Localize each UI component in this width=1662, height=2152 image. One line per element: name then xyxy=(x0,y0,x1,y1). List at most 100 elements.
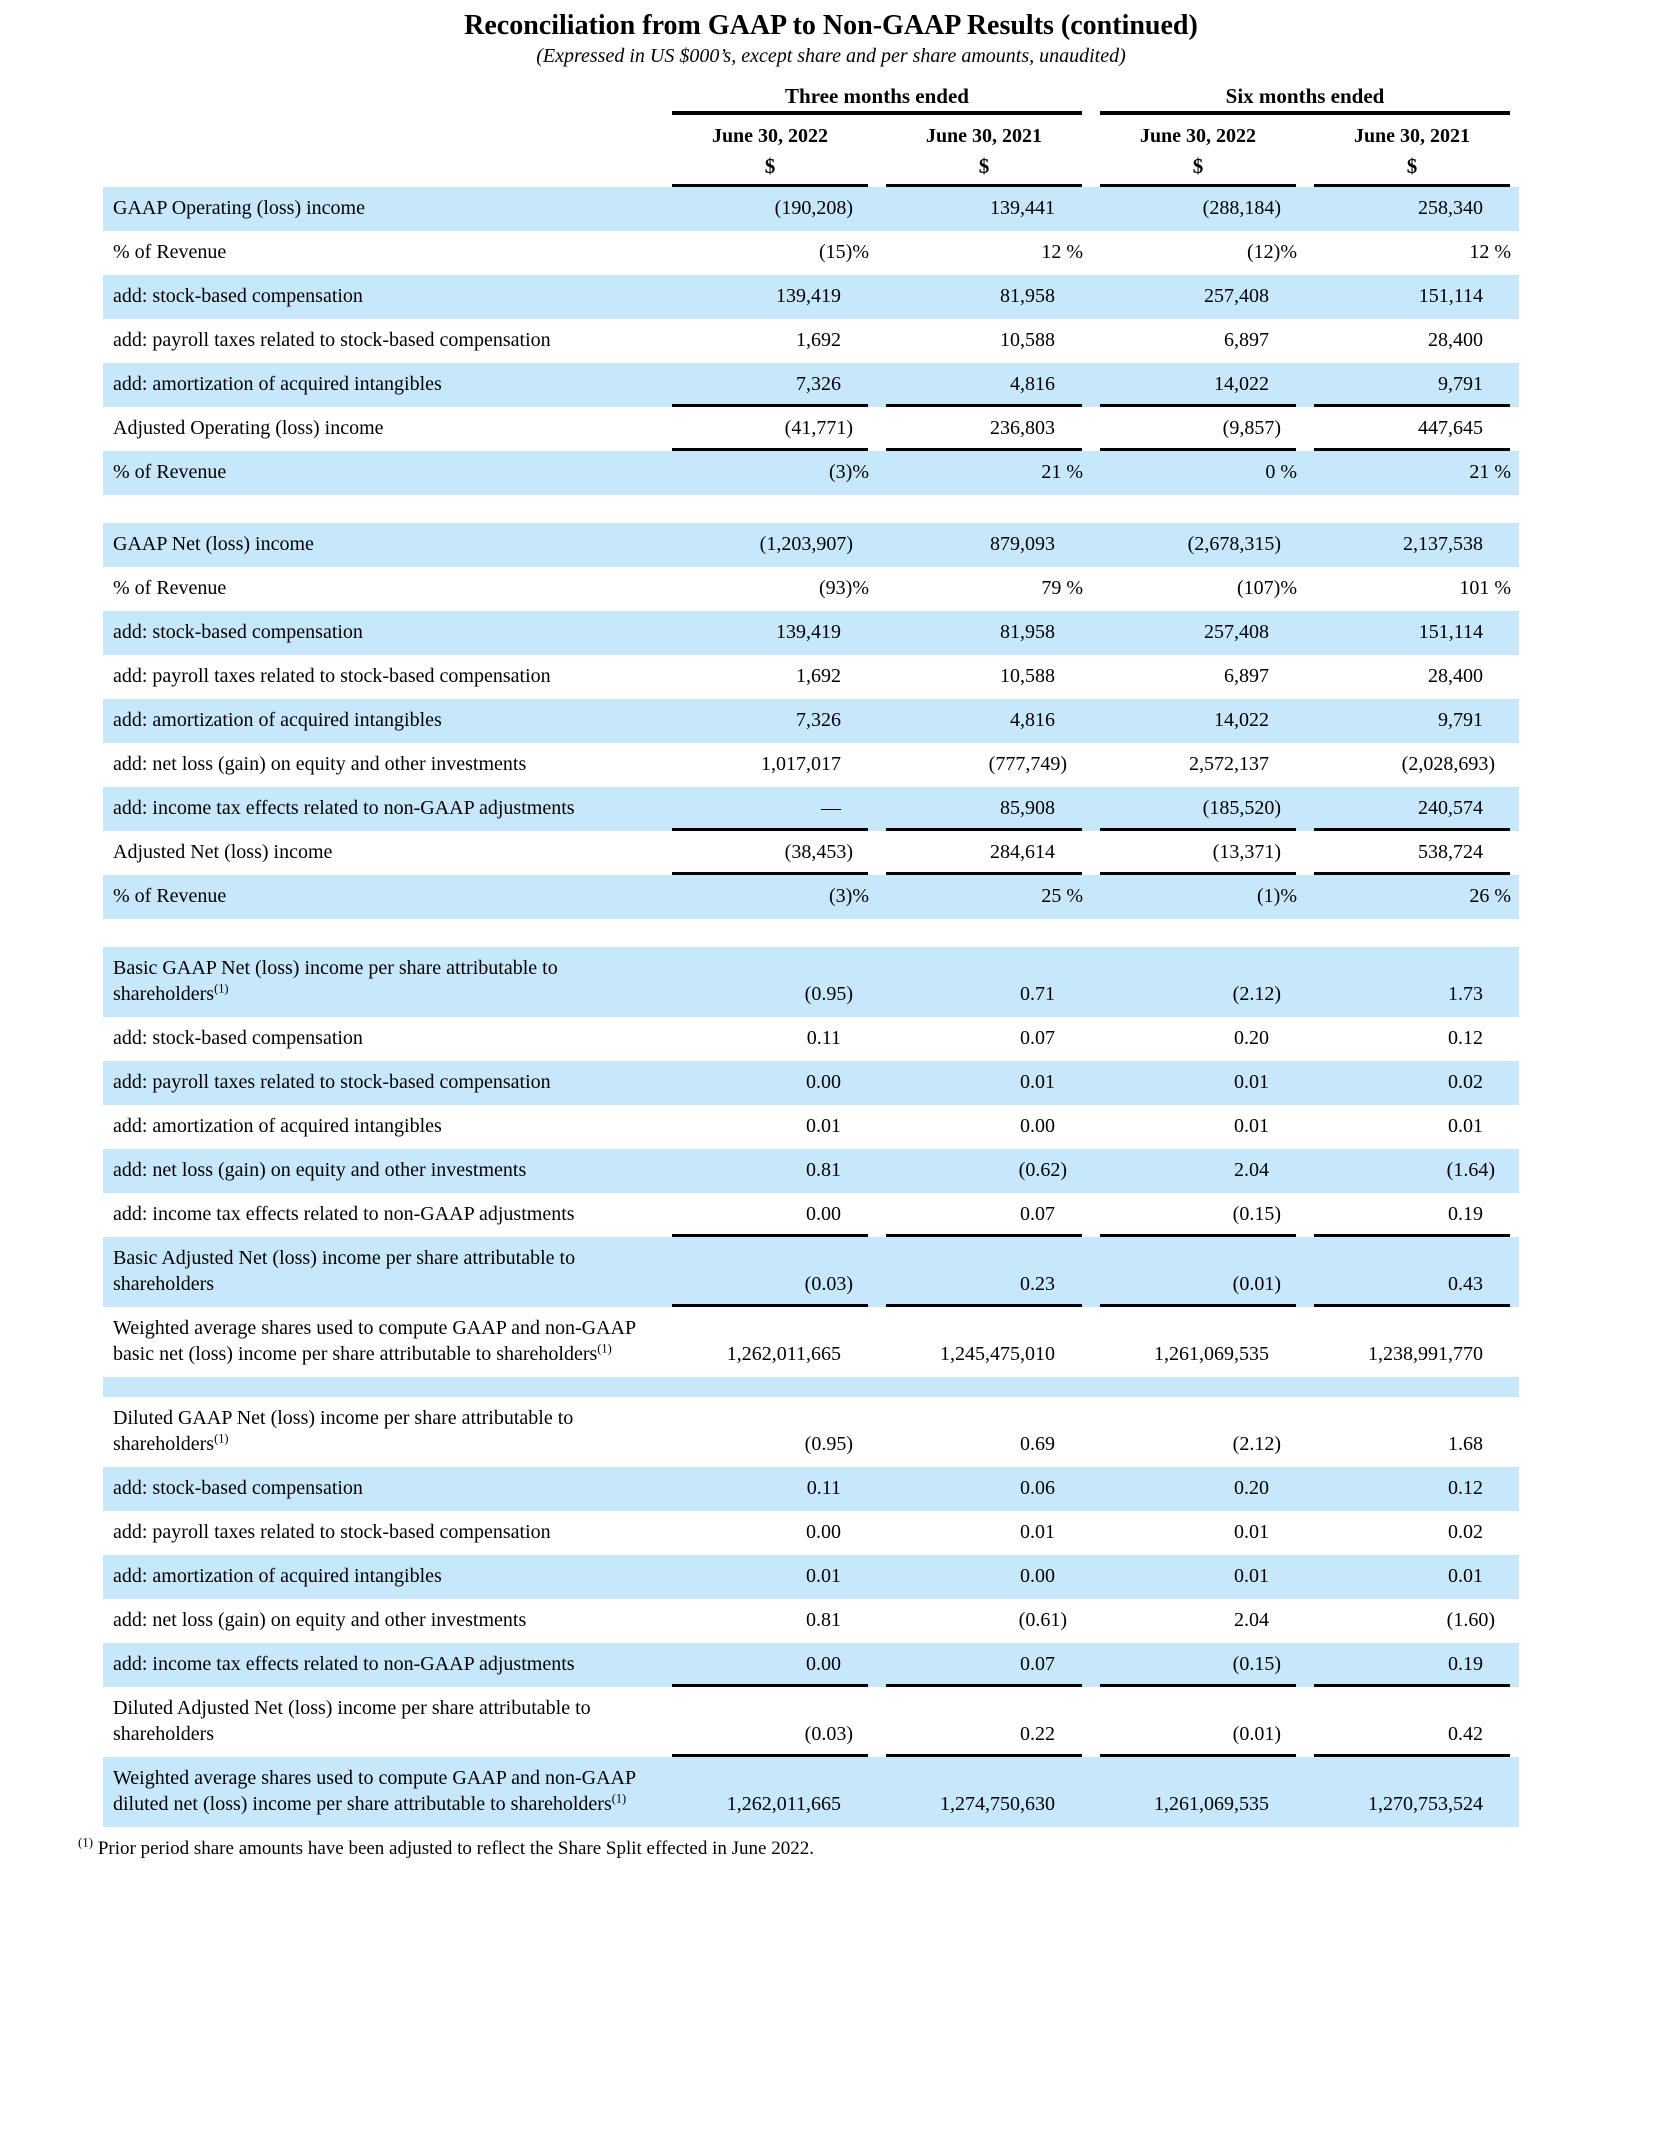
cell-value: 28,400 xyxy=(1428,329,1483,351)
table-row: add: income tax effects related to non-G… xyxy=(103,1643,1519,1687)
cell-value: 0.11 xyxy=(806,1027,841,1049)
table-row: Diluted GAAP Net (loss) income per share… xyxy=(103,1397,1519,1467)
cell-value: 1,692 xyxy=(796,665,841,687)
cell-value: 2,572,137 xyxy=(1189,753,1269,775)
section-gap-cell xyxy=(103,495,1519,523)
cell-value: (1.60) xyxy=(1446,1609,1495,1631)
row-label: add: amortization of acquired intangible… xyxy=(113,373,442,395)
cell-value: 0 % xyxy=(1265,461,1297,483)
cell-value: (190,208) xyxy=(774,197,853,219)
cell-value: (2.12) xyxy=(1232,1433,1281,1455)
table-body: GAAP Operating (loss) income (190,208) 139… xyxy=(103,187,1519,1827)
cell-value: 0.12 xyxy=(1448,1027,1483,1049)
cell-value: 26 % xyxy=(1469,885,1511,907)
row-label: GAAP Operating (loss) income xyxy=(113,197,365,219)
table-header: Three months ended Six months ended June… xyxy=(103,84,1519,187)
table-row: % of Revenue (93)% 79 % (107)% 101 % xyxy=(103,567,1519,611)
cell-value: 151,114 xyxy=(1418,285,1483,307)
reconciliation-table: Three months ended Six months ended June… xyxy=(103,84,1519,1827)
col-group-six-months: Six months ended xyxy=(1091,84,1519,115)
row-label: add: amortization of acquired intangible… xyxy=(113,709,442,731)
table-row: add: amortization of acquired intangible… xyxy=(103,1105,1519,1149)
cell-value: (0.62) xyxy=(1018,1159,1067,1181)
cell-value: 0.20 xyxy=(1234,1027,1269,1049)
cell-value: (13,371) xyxy=(1091,831,1305,875)
cell-value: 12 % xyxy=(1041,241,1083,263)
cell-value: — xyxy=(663,787,877,831)
table-row: add: amortization of acquired intangible… xyxy=(103,1555,1519,1599)
spacer-cell xyxy=(103,1377,1519,1397)
cell-value: (0.15) xyxy=(1091,1643,1305,1687)
cell-value: 1,262,011,665 xyxy=(726,1343,841,1365)
cell-value: 1,692 xyxy=(796,329,841,351)
cell-value: 1,238,991,770 xyxy=(1368,1343,1483,1365)
cell-value: (1)% xyxy=(1257,885,1297,907)
section-gap-row xyxy=(103,495,1519,523)
cell-value: 101 % xyxy=(1459,577,1511,599)
header-empty-cell xyxy=(103,152,663,187)
page-subtitle: (Expressed in US $000’s, except share an… xyxy=(536,45,1126,67)
cell-value: 0.69 xyxy=(1020,1433,1055,1455)
cell-value: 0.81 xyxy=(806,1609,841,1631)
cell-value: 236,803 xyxy=(877,407,1091,451)
row-label: add: stock-based compensation xyxy=(113,1477,363,1499)
cell-value: 1,274,750,630 xyxy=(940,1793,1055,1815)
currency-symbol: $ xyxy=(1091,152,1305,187)
cell-value: 2.04 xyxy=(1234,1609,1269,1631)
cell-value: 1,261,069,535 xyxy=(1154,1343,1269,1365)
row-label: add: net loss (gain) on equity and other… xyxy=(113,1159,527,1181)
cell-value: 139,441 xyxy=(990,197,1055,219)
row-label: add: income tax effects related to non-G… xyxy=(113,1203,575,1225)
cell-value: 240,574 xyxy=(1305,787,1519,831)
table-row: Basic Adjusted Net (loss) income per sha… xyxy=(103,1237,1519,1307)
cell-value: (2.12) xyxy=(1232,983,1281,1005)
cell-value: 79 % xyxy=(1041,577,1083,599)
cell-value: 0.01 xyxy=(1448,1565,1483,1587)
cell-value: 1.73 xyxy=(1448,983,1483,1005)
table-row: add: net loss (gain) on equity and other… xyxy=(103,1599,1519,1643)
cell-value: (0.15) xyxy=(1091,1193,1305,1237)
cell-value: 14,022 xyxy=(1214,709,1269,731)
cell-value: 139,419 xyxy=(776,621,841,643)
cell-value: 4,816 xyxy=(1010,709,1055,731)
cell-value: 0.20 xyxy=(1234,1477,1269,1499)
cell-value: 0.00 xyxy=(663,1193,877,1237)
cell-value: (12)% xyxy=(1247,241,1297,263)
cell-value: 0.19 xyxy=(1305,1643,1519,1687)
cell-value: 0.01 xyxy=(1020,1521,1055,1543)
row-label: Weighted average shares used to compute … xyxy=(113,1317,636,1365)
cell-value: 0.01 xyxy=(806,1565,841,1587)
footnote-marker: (1) xyxy=(78,1834,94,1850)
row-label: add: net loss (gain) on equity and other… xyxy=(113,753,527,775)
footnote-ref: (1) xyxy=(597,1341,612,1356)
cell-value: 151,114 xyxy=(1418,621,1483,643)
table-row: % of Revenue (3)% 25 % (1)% 26 % xyxy=(103,875,1519,919)
table-row: add: payroll taxes related to stock-base… xyxy=(103,1511,1519,1555)
cell-value: (2,678,315) xyxy=(1187,533,1281,555)
table-row: add: stock-based compensation 0.11 0.06 0.2… xyxy=(103,1467,1519,1511)
table-row: % of Revenue (3)% 21 % 0 % 21 % xyxy=(103,451,1519,495)
cell-value: 139,419 xyxy=(776,285,841,307)
cell-value: 0.01 xyxy=(1020,1071,1055,1093)
cell-value: 6,897 xyxy=(1224,329,1269,351)
col-header-date: June 30, 2021 xyxy=(925,125,1043,147)
table-row: add: amortization of acquired intangible… xyxy=(103,363,1519,407)
footnote-ref: (1) xyxy=(214,1431,229,1446)
cell-value: 10,588 xyxy=(1000,329,1055,351)
row-label: add: payroll taxes related to stock-base… xyxy=(113,1521,551,1543)
cell-value: 0.06 xyxy=(1020,1477,1055,1499)
cell-value: 81,958 xyxy=(1000,285,1055,307)
col-header-date: June 30, 2022 xyxy=(1139,125,1257,147)
cell-value: 0.22 xyxy=(877,1687,1091,1757)
cell-value: 0.07 xyxy=(877,1643,1091,1687)
cell-value: 14,022 xyxy=(1091,363,1305,407)
cell-value: 447,645 xyxy=(1305,407,1519,451)
cell-value: 0.11 xyxy=(806,1477,841,1499)
cell-value: (0.03) xyxy=(663,1687,877,1757)
table-row: add: payroll taxes related to stock-base… xyxy=(103,319,1519,363)
table-row: add: income tax effects related to non-G… xyxy=(103,1193,1519,1237)
row-label: add: payroll taxes related to stock-base… xyxy=(113,665,551,687)
cell-value: 25 % xyxy=(1041,885,1083,907)
table-row: GAAP Operating (loss) income (190,208) 139… xyxy=(103,187,1519,231)
